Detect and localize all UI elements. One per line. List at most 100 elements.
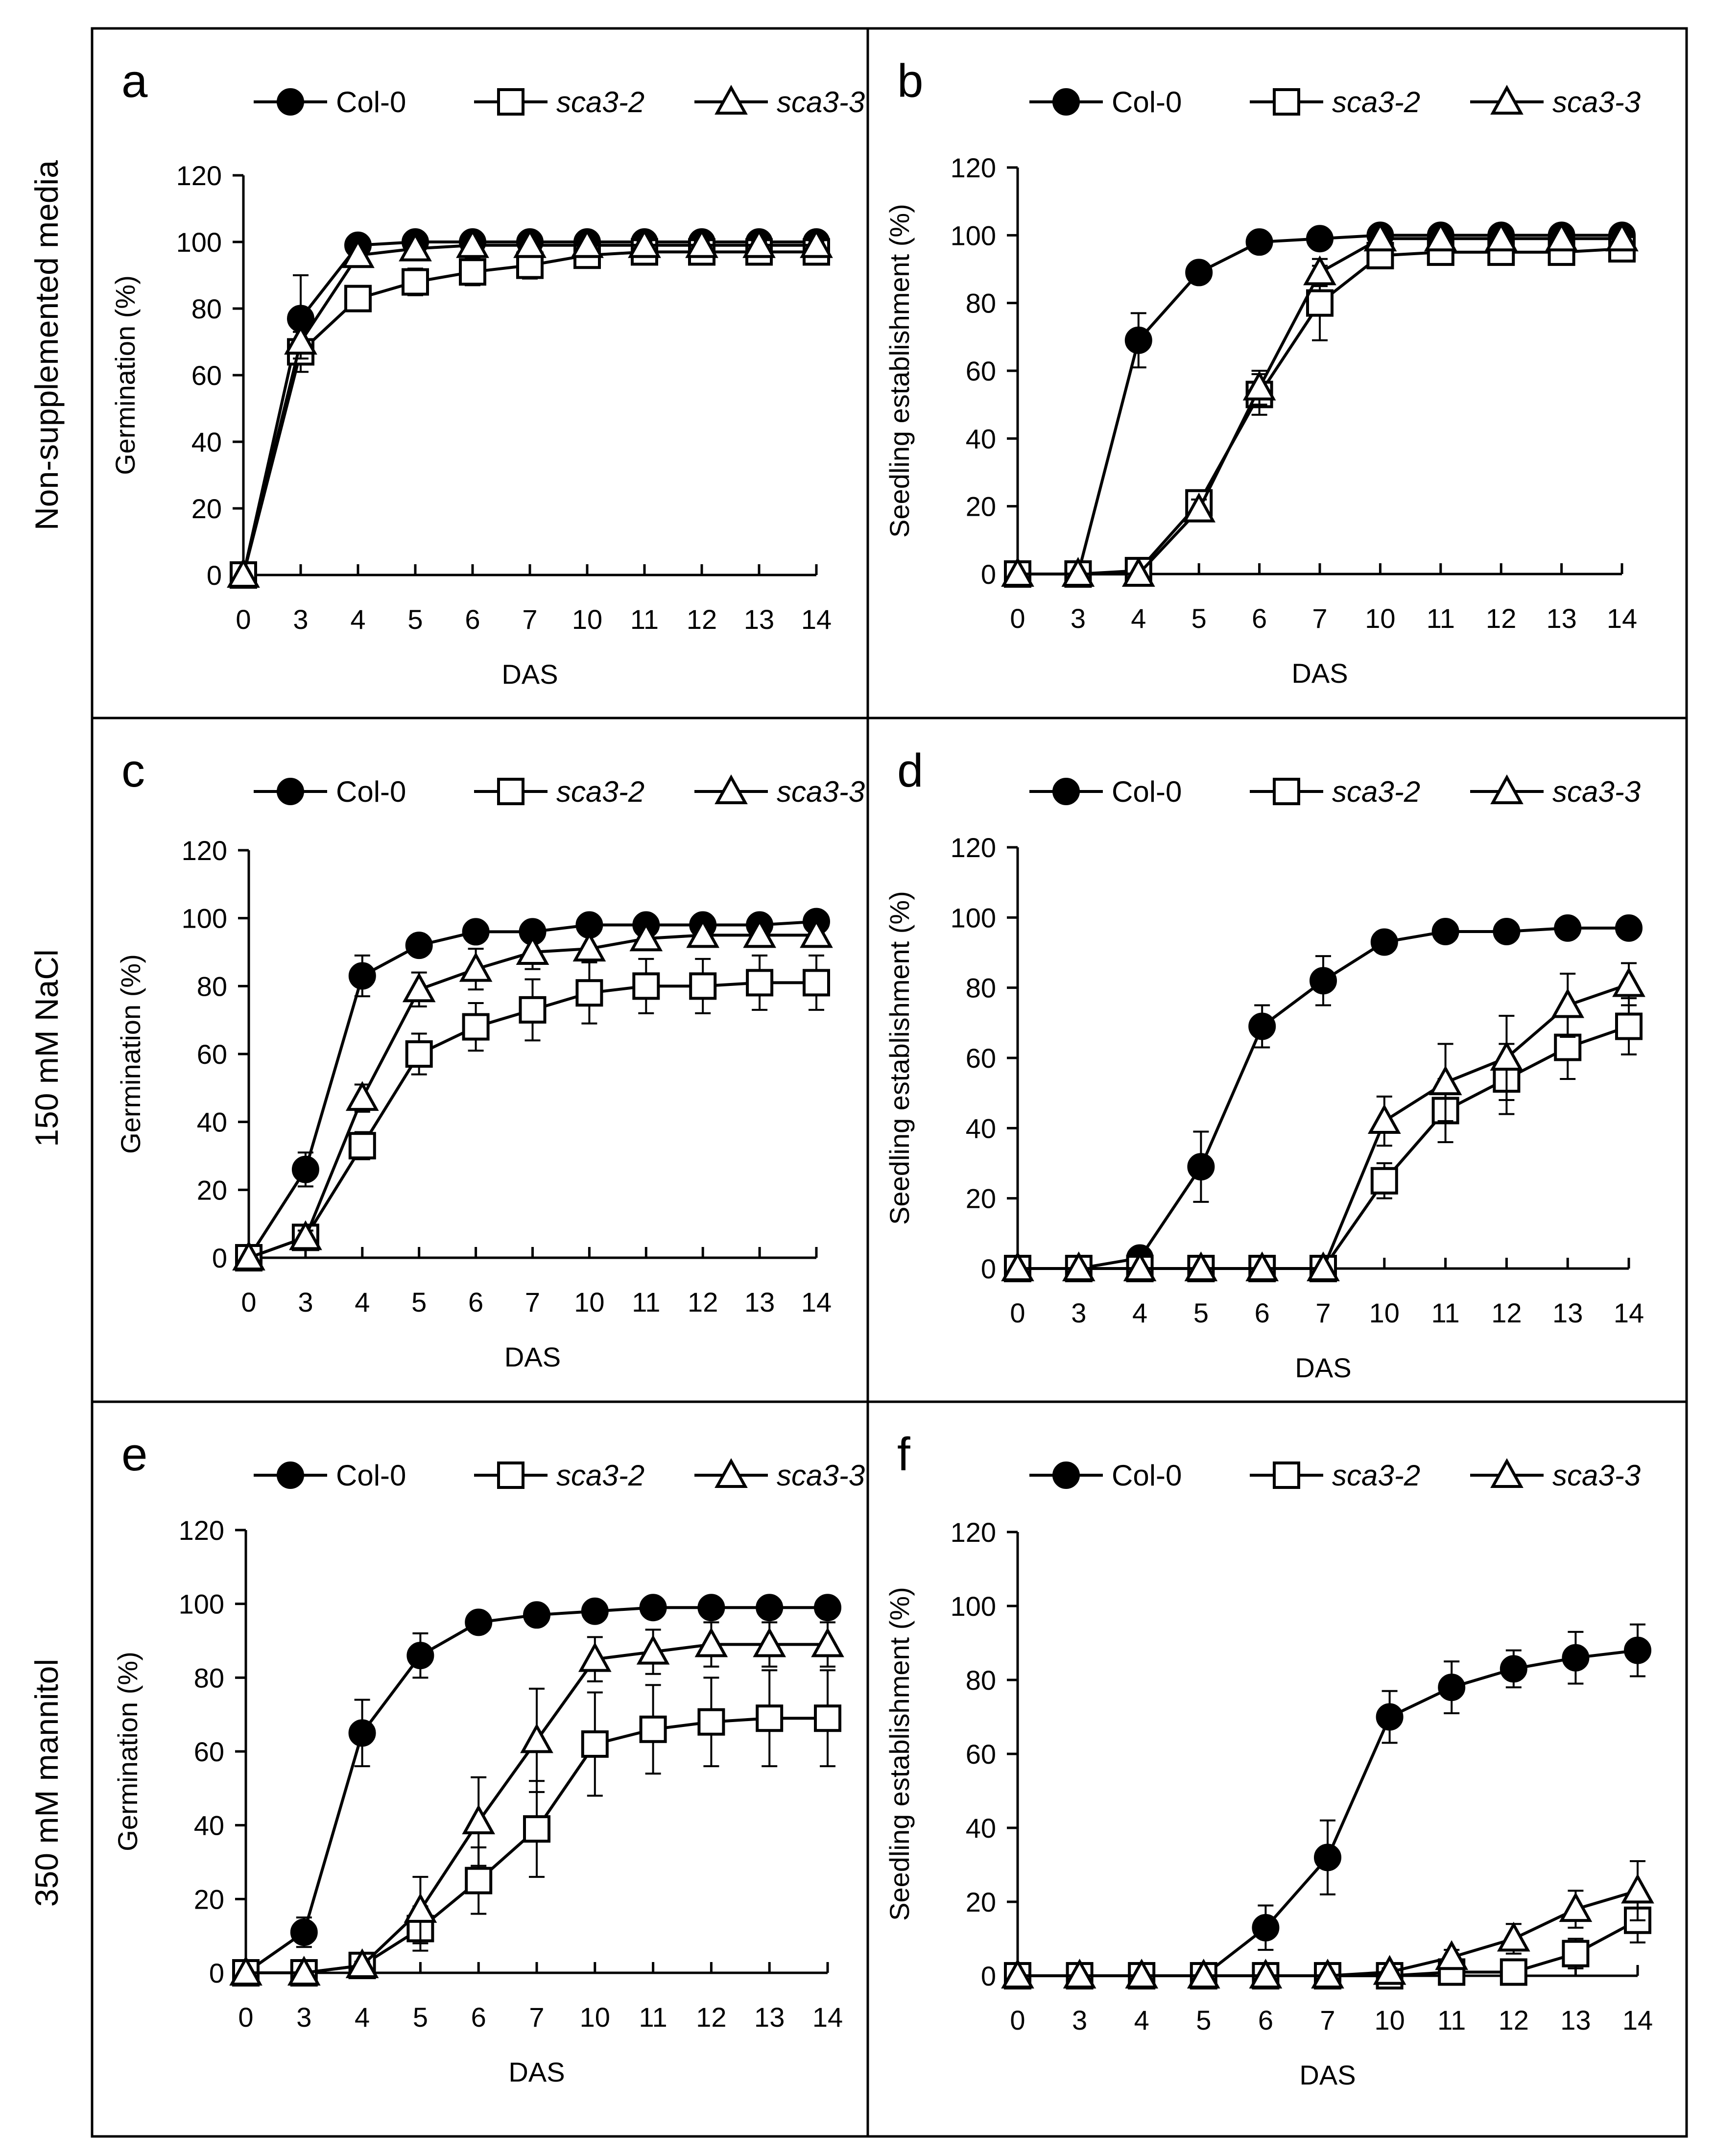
- y-axis-title: Seedling establishment (%): [884, 891, 915, 1225]
- series-line: [1018, 982, 1629, 1270]
- y-tick-label: 80: [194, 1662, 224, 1693]
- legend-label: Col-0: [1112, 1459, 1182, 1492]
- panel-letter: e: [121, 1428, 147, 1481]
- data-point: [1370, 928, 1398, 956]
- data-point: [1314, 1844, 1341, 1871]
- legend-marker: [715, 85, 748, 115]
- x-tick-label: 5: [1193, 1297, 1209, 1328]
- data-point: [405, 1040, 433, 1068]
- data-point: [1554, 1033, 1582, 1061]
- panel-letter: d: [897, 744, 923, 797]
- y-tick-label: 120: [951, 832, 996, 863]
- x-tick-label: 4: [1131, 603, 1146, 634]
- data-point: [523, 1601, 550, 1629]
- data-point: [639, 1594, 667, 1622]
- y-tick-label: 100: [951, 902, 996, 933]
- x-tick-label: 10: [574, 1287, 604, 1318]
- data-point: [746, 969, 774, 997]
- x-tick-label: 3: [1071, 603, 1086, 634]
- x-tick-label: 14: [812, 2002, 843, 2033]
- legend-label: Col-0: [336, 1459, 406, 1492]
- series-sca3-3: [1001, 1860, 1654, 1988]
- data-point: [1249, 1959, 1283, 1988]
- y-tick-label: 100: [176, 227, 222, 258]
- data-point: [1184, 1251, 1218, 1281]
- y-tick-label: 40: [966, 1113, 996, 1144]
- x-tick-label: 6: [465, 604, 480, 635]
- x-tick-label: 12: [1491, 1297, 1522, 1328]
- x-tick-label: 12: [1499, 2005, 1529, 2036]
- data-point: [571, 228, 604, 258]
- data-point: [465, 1608, 493, 1636]
- series-line: [242, 240, 816, 575]
- panel-letter: a: [121, 55, 148, 107]
- legend-label: sca3-2: [556, 1459, 644, 1492]
- data-point: [1438, 1674, 1466, 1701]
- data-point: [814, 1594, 841, 1622]
- y-tick-label: 40: [191, 427, 222, 457]
- y-axis-title: Germination (%): [110, 275, 141, 475]
- x-tick-label: 6: [471, 2002, 486, 2033]
- data-point: [803, 969, 830, 997]
- x-tick-label: 7: [1315, 1297, 1331, 1328]
- series-Col-0: [230, 228, 830, 589]
- data-point: [1123, 1251, 1157, 1281]
- data-point: [1624, 1636, 1651, 1664]
- data-point: [404, 1893, 437, 1923]
- data-point: [1242, 370, 1276, 401]
- x-tick-label: 3: [298, 1287, 313, 1318]
- data-point: [456, 228, 489, 258]
- x-tick-label: 5: [411, 1287, 427, 1318]
- data-point: [1125, 1959, 1159, 1988]
- data-point: [1187, 1153, 1215, 1181]
- data-point: [291, 1155, 319, 1183]
- data-point: [1061, 557, 1095, 587]
- x-tick-label: 6: [1252, 603, 1267, 634]
- data-point: [1621, 1873, 1654, 1904]
- data-point: [345, 1081, 379, 1111]
- x-tick-label: 10: [1374, 2005, 1405, 2036]
- y-tick-label: 40: [966, 1813, 996, 1844]
- panel-f: f 0 20 40 60 80 100 120 0 3 4 5 6 7 10 11 12 13 14 DAS Seedl…: [884, 1428, 1654, 2090]
- y-tick-label: 60: [966, 1739, 996, 1770]
- x-tick-label: 13: [1546, 603, 1576, 634]
- legend-label: sca3-3: [1552, 86, 1641, 119]
- legend-marker: [1490, 85, 1524, 115]
- legend: Col-0 sca3-2 sca3-3: [254, 85, 865, 119]
- series-sca3-3: [1001, 962, 1645, 1281]
- data-point: [1182, 492, 1216, 523]
- data-point: [399, 231, 432, 262]
- x-tick-label: 0: [1010, 603, 1025, 634]
- panel-d: d 0 20 40 60 80 100 120 0 3 4 5 6 7 10 11 12 13 14 DAS Seedl…: [884, 744, 1645, 1383]
- x-tick-label: 10: [1369, 1297, 1400, 1328]
- data-point: [406, 1642, 434, 1670]
- data-point: [341, 238, 375, 268]
- y-tick-label: 80: [966, 973, 996, 1004]
- data-point: [1245, 1251, 1279, 1281]
- legend: Col-0 sca3-2 sca3-3: [1029, 85, 1641, 119]
- series-sca3-3: [227, 228, 833, 588]
- data-point: [520, 1723, 553, 1753]
- y-tick-label: 40: [966, 423, 996, 454]
- y-tick-label: 20: [966, 1887, 996, 1917]
- data-point: [1063, 1959, 1096, 1988]
- series-Col-0: [232, 1594, 841, 1987]
- data-point: [1124, 326, 1152, 354]
- y-tick-label: 80: [197, 971, 227, 1002]
- legend-marker: [715, 774, 748, 804]
- y-axis-title: Germination (%): [115, 954, 146, 1154]
- data-point: [1429, 1065, 1462, 1096]
- data-point: [811, 1627, 844, 1657]
- data-point: [1615, 914, 1643, 942]
- data-point: [1500, 1655, 1527, 1683]
- panel-c: c 0 20 40 60 80 100 120 0 3 4 5 6 7 10 11 12 13 14 DAS Germi…: [115, 744, 865, 1372]
- data-point: [1562, 1940, 1590, 1967]
- data-point: [756, 1704, 784, 1732]
- data-point: [1121, 557, 1155, 587]
- legend-label: sca3-3: [777, 86, 865, 119]
- y-tick-label: 20: [191, 493, 222, 524]
- data-point: [578, 1642, 612, 1672]
- x-tick-label: 0: [241, 1287, 256, 1318]
- legend-marker: [1273, 778, 1300, 805]
- legend-label: sca3-3: [777, 1459, 865, 1492]
